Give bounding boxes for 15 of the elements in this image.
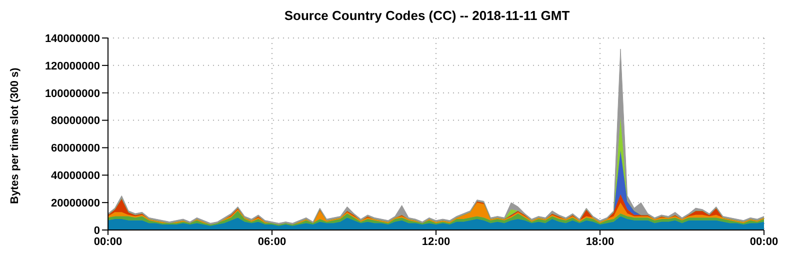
y-tick-label: 100000000 — [44, 88, 100, 100]
y-tick-label: 80000000 — [51, 115, 100, 128]
y-tick-label: 20000000 — [51, 197, 100, 210]
y-tick-label: 140000000 — [44, 32, 100, 45]
chart-title: Source Country Codes (CC) -- 2018-11-11 GMT — [283, 8, 571, 25]
x-tick-label: 06:00 — [258, 236, 286, 248]
x-tick-label: 00:00 — [94, 236, 122, 248]
x-tick-label: 12:00 — [422, 236, 450, 248]
y-tick-label: 0 — [94, 224, 100, 237]
y-tick-label: 60000000 — [51, 142, 100, 155]
x-tick-label: 18:00 — [586, 236, 614, 248]
y-axis-title: Bytes per time slot (300 s) — [8, 67, 21, 204]
y-tick-label: 40000000 — [51, 170, 100, 182]
x-tick-label: 00:00 — [750, 236, 778, 248]
y-tick-label: 120000000 — [44, 60, 100, 72]
